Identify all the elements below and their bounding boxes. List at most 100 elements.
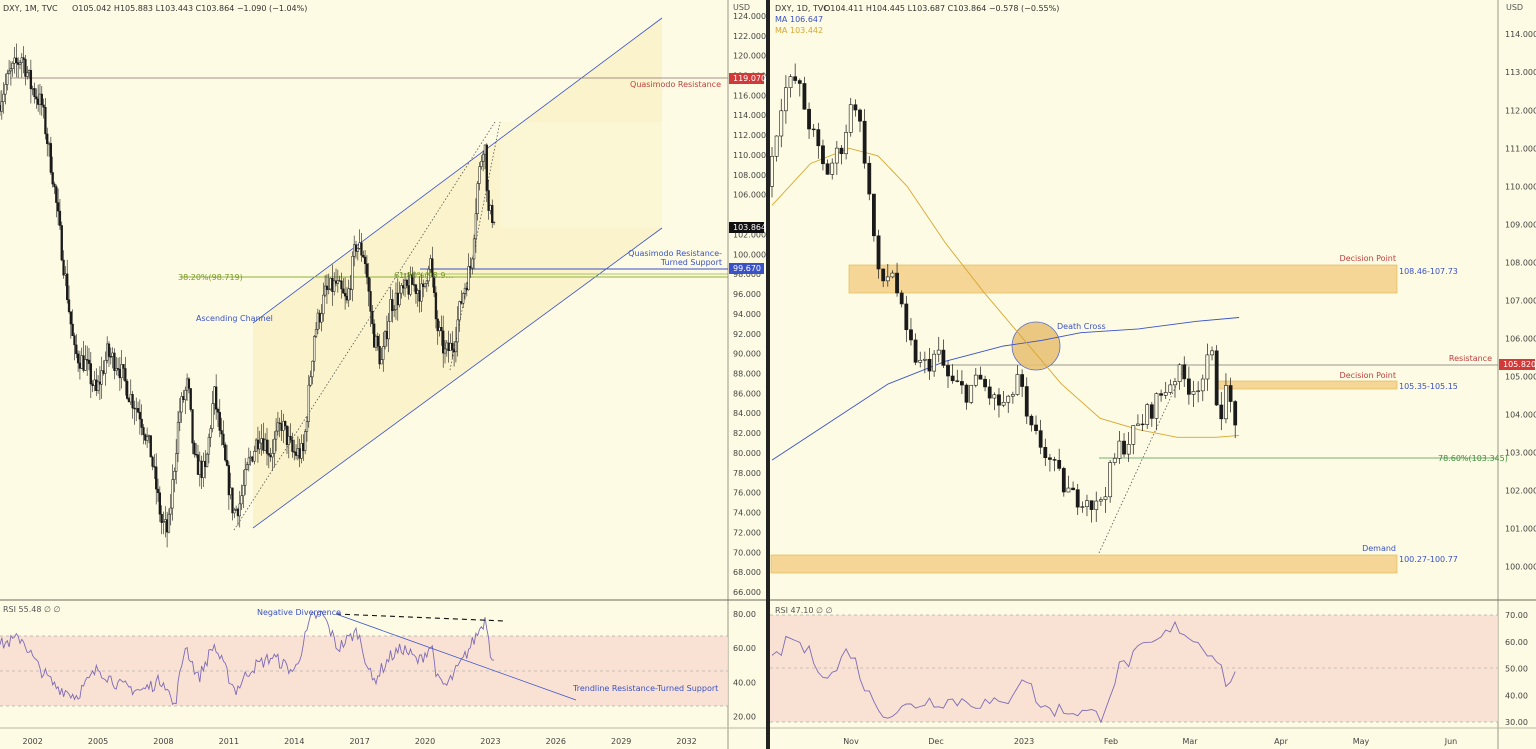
left-y-tick: 120.000 [733,52,766,61]
left-candle-body [4,84,7,95]
left-candle-body [483,144,487,155]
left-time-axis[interactable]: 2002 2005 2008 2011 2014 2017 2020 2023 2026 2029… [23,737,697,746]
left-candles[interactable] [0,43,496,548]
rsi-trendline[interactable] [335,613,577,701]
death-cross-marker[interactable] [1011,321,1061,371]
negative-divergence-line[interactable] [335,613,506,622]
left-symbol[interactable]: DXY, 1M, TVC [3,4,58,13]
right-candle-body [1186,378,1191,395]
fib-level-lines[interactable] [180,273,728,278]
left-y-tick: 78.000 [733,469,761,478]
quasimodo-resistance-label: Quasimodo Resistance [630,80,721,89]
right-rsi-axis[interactable]: 70.00 60.00 50.00 40.00 30.00 [1505,611,1528,727]
panel-divider[interactable] [766,0,770,749]
right-candle-body [821,145,825,165]
right-y-tick: 114.000 [1505,30,1536,39]
right-candle-body [1057,459,1062,469]
right-price-tag-resistance: 105.820 [1499,359,1536,370]
ma-fast-line[interactable] [771,147,1240,438]
left-candle-body [6,73,9,85]
left-y-tick: 88.000 [733,369,761,378]
right-candle-body [1038,430,1043,448]
left-candle-body [236,508,240,517]
right-candle-body [1163,392,1168,396]
left-candle-body [462,293,465,304]
left-candle-body [196,454,200,475]
right-time-axis[interactable]: Nov Dec 2023 Feb Mar Apr May Jun [843,737,1457,746]
left-candle-body [173,471,176,480]
left-rsi-line[interactable] [0,610,495,706]
left-candle-body [140,418,143,428]
left-candle-body [313,336,316,362]
right-symbol[interactable]: DXY, 1D, TVC [775,4,829,13]
left-candle-body [178,411,181,423]
right-price-axis[interactable]: 114.000 113.000 112.000 111.000 110.000 109.0… [1505,30,1536,571]
ma-slow-line[interactable] [771,317,1240,461]
left-x-tick: 2002 [23,737,43,746]
left-candle-body [240,495,243,505]
right-candle-body [1043,447,1048,459]
right-candles[interactable] [770,63,1238,523]
right-candle-body [978,374,983,380]
left-candle-body [294,451,298,456]
ma2-label[interactable]: MA [775,26,788,35]
left-candle-body [100,370,103,385]
left-candle-body [193,442,196,455]
left-candle-body [229,487,232,496]
left-candle-body [451,342,454,351]
left-candle-body [438,327,441,332]
right-candle-body [825,163,830,175]
left-y-tick: 98.000 [733,270,761,279]
left-candle-body [213,386,216,405]
right-rsi-line[interactable] [771,620,1236,724]
left-candle-body [242,485,245,497]
right-candle-body [1108,462,1113,498]
ma1-label[interactable]: MA [775,15,788,24]
left-x-tick: 2026 [546,737,566,746]
left-candle-body [233,509,236,514]
left-price-axis[interactable]: 124.000122.000120.000118.000116.000114.0… [733,12,766,597]
left-x-tick: 2032 [676,737,696,746]
left-candle-body [369,291,372,312]
left-candle-body [82,355,85,371]
left-candle-body [11,63,14,69]
left-y-tick: 102.000 [733,230,766,239]
left-x-tick: 2011 [219,737,239,746]
left-candle-body [253,450,256,462]
left-candle-body [351,256,354,290]
left-candle-body [7,70,11,74]
left-candle-body [318,312,321,323]
right-rsi-tick: 40.00 [1505,691,1528,700]
left-candle-body [102,370,105,374]
left-candle-body [80,355,83,369]
decision-point-2-label: Decision Point [1340,371,1396,380]
left-candle-body [276,422,280,432]
right-candle-body [1048,457,1052,460]
left-candle-body [467,266,470,291]
left-candle-body [347,288,350,301]
right-candle-body [960,381,964,386]
left-candle-body [160,513,163,523]
right-rsi-header[interactable]: RSI 47.10 ∅ ∅ [775,606,832,615]
left-rsi-header[interactable]: RSI 55.48 ∅ ∅ [3,605,60,614]
right-candle-body [1061,468,1066,493]
right-rsi-band [770,615,1498,722]
left-rsi-tick: 80.00 [733,610,756,619]
left-candle-body [124,368,127,382]
left-rsi-axis[interactable]: 80.00 60.00 40.00 20.00 [733,610,756,722]
left-candle-body [27,70,31,74]
left-candle-body [149,435,152,458]
left-candle-body [414,284,418,294]
right-x-tick: 2023 [1014,737,1034,746]
left-y-tick: 122.000 [733,32,766,41]
left-candle-body [405,279,409,286]
right-candle-body [779,110,784,137]
right-zones[interactable] [770,264,1398,574]
left-candle-body [400,285,403,294]
left-candle-body [89,363,92,385]
ascending-channel[interactable] [252,17,663,529]
right-candle-body [904,303,909,331]
left-ohlc: O105.042 H105.883 L103.443 C103.864 −1.0… [72,4,307,13]
